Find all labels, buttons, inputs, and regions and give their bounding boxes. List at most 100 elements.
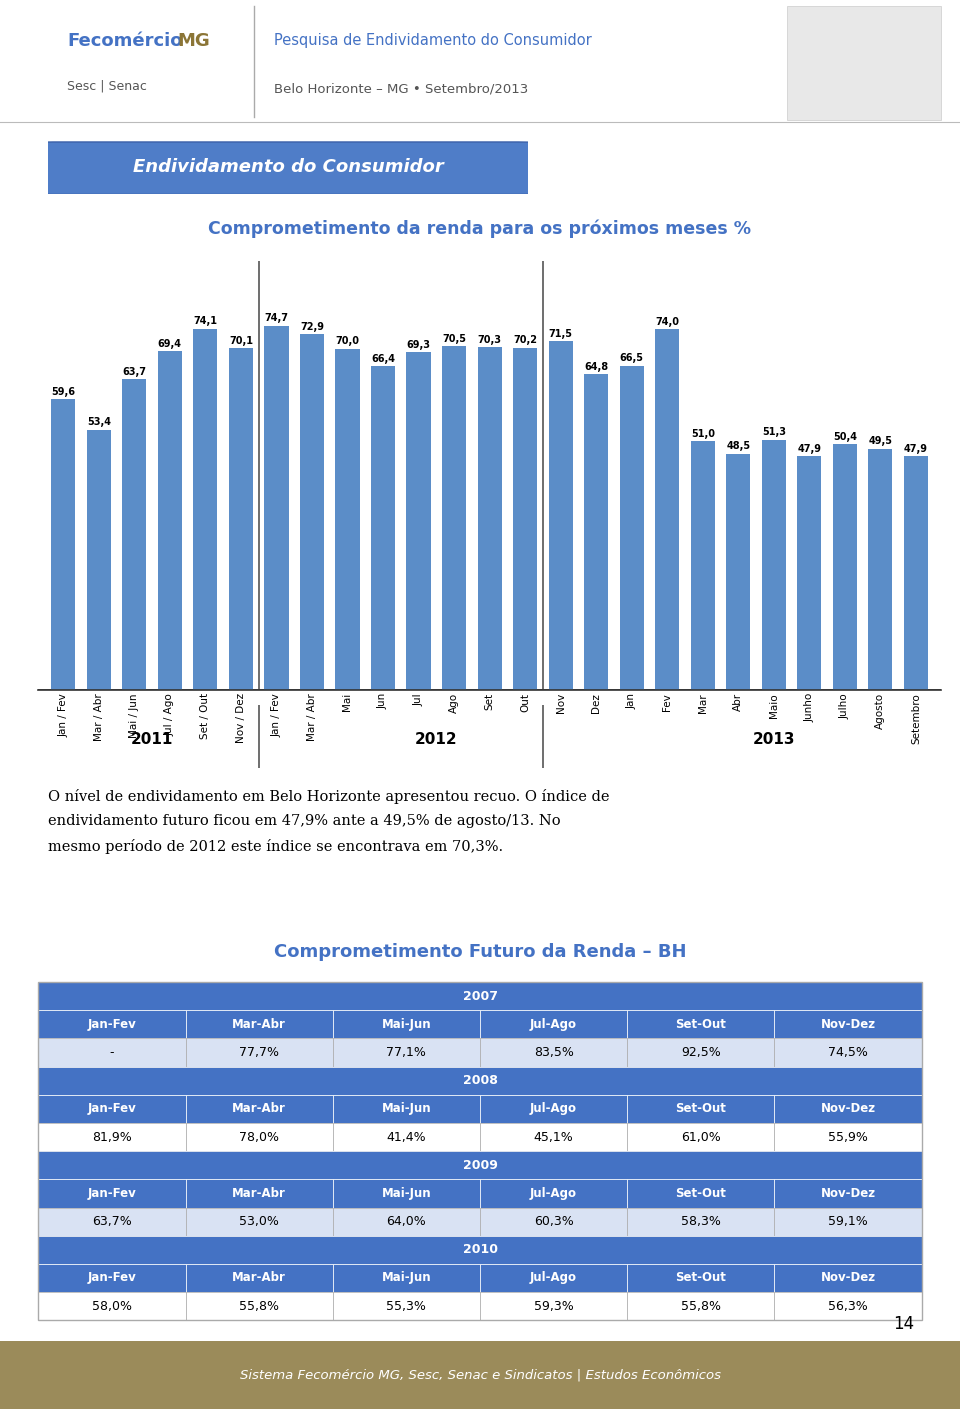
Text: 70,3: 70,3 <box>478 335 501 345</box>
Text: Comprometimento da renda para os próximos meses %: Comprometimento da renda para os próximo… <box>208 218 752 238</box>
Bar <box>480 1038 627 1067</box>
Text: 55,9%: 55,9% <box>828 1130 868 1144</box>
Bar <box>584 373 609 690</box>
Text: 64,8: 64,8 <box>584 362 609 372</box>
Text: O nível de endividamento em Belo Horizonte apresentou recuo. O índice de
endivid: O nível de endividamento em Belo Horizon… <box>48 789 610 854</box>
Text: 61,0%: 61,0% <box>681 1130 721 1144</box>
Text: 55,3%: 55,3% <box>387 1299 426 1313</box>
Bar <box>627 1264 775 1292</box>
Bar <box>122 379 147 690</box>
Text: Jul-Ago: Jul-Ago <box>530 1102 577 1116</box>
Text: 69,3: 69,3 <box>406 340 430 349</box>
Text: 50,4: 50,4 <box>833 431 857 442</box>
Bar <box>406 352 431 690</box>
Text: 2011: 2011 <box>131 731 173 747</box>
Text: Nov-Dez: Nov-Dez <box>821 1102 876 1116</box>
Text: Jan-Fev: Jan-Fev <box>87 1271 136 1285</box>
Text: Jul-Ago: Jul-Ago <box>530 1017 577 1031</box>
Text: 74,0: 74,0 <box>656 317 680 327</box>
Text: Fecomércio: Fecomércio <box>67 31 182 49</box>
Bar <box>480 1208 627 1236</box>
Text: Sistema Fecomércio MG, Sesc, Senac e Sindicatos | Estudos Econômicos: Sistema Fecomércio MG, Sesc, Senac e Sin… <box>239 1368 721 1382</box>
Text: Endividamento do Consumidor: Endividamento do Consumidor <box>132 158 444 176</box>
Text: 47,9: 47,9 <box>904 444 928 454</box>
Bar <box>371 366 396 690</box>
Text: 60,3%: 60,3% <box>534 1215 573 1229</box>
Bar <box>480 1095 627 1123</box>
Bar <box>333 1264 480 1292</box>
Bar <box>335 348 360 690</box>
Bar <box>193 328 218 690</box>
Bar <box>832 444 857 690</box>
Bar <box>333 1208 480 1236</box>
Text: 74,5%: 74,5% <box>828 1045 868 1060</box>
Text: 78,0%: 78,0% <box>239 1130 279 1144</box>
Text: Nov-Dez: Nov-Dez <box>821 1017 876 1031</box>
Bar <box>185 1208 333 1236</box>
Text: 55,8%: 55,8% <box>239 1299 279 1313</box>
Text: 70,5: 70,5 <box>442 334 466 344</box>
Text: 83,5%: 83,5% <box>534 1045 573 1060</box>
Text: 58,0%: 58,0% <box>92 1299 132 1313</box>
Bar <box>185 1123 333 1151</box>
Bar <box>787 6 941 120</box>
Bar <box>333 1038 480 1067</box>
Text: 63,7%: 63,7% <box>92 1215 132 1229</box>
Bar <box>775 1179 922 1208</box>
Bar <box>904 457 928 690</box>
Bar <box>775 1292 922 1320</box>
Bar <box>655 330 680 690</box>
Text: Mar-Abr: Mar-Abr <box>232 1271 286 1285</box>
Bar <box>619 366 644 690</box>
FancyBboxPatch shape <box>29 142 542 194</box>
Bar <box>333 1179 480 1208</box>
Bar <box>775 1095 922 1123</box>
Bar <box>726 454 751 690</box>
Bar <box>627 1010 775 1038</box>
Bar <box>38 1067 922 1095</box>
Text: 72,9: 72,9 <box>300 323 324 333</box>
Text: 2009: 2009 <box>463 1158 497 1172</box>
Text: 53,0%: 53,0% <box>239 1215 279 1229</box>
Text: 53,4: 53,4 <box>86 417 110 427</box>
Text: Nov-Dez: Nov-Dez <box>821 1271 876 1285</box>
Bar <box>775 1010 922 1038</box>
Text: Set-Out: Set-Out <box>676 1017 726 1031</box>
Text: 69,4: 69,4 <box>157 340 181 349</box>
Bar <box>797 457 822 690</box>
Bar <box>627 1208 775 1236</box>
Bar <box>627 1095 775 1123</box>
Bar <box>157 351 182 690</box>
Text: 49,5: 49,5 <box>869 437 893 447</box>
Text: Belo Horizonte – MG • Setembro/2013: Belo Horizonte – MG • Setembro/2013 <box>274 82 528 96</box>
Text: 59,3%: 59,3% <box>534 1299 573 1313</box>
Text: 70,2: 70,2 <box>514 335 538 345</box>
Text: 77,7%: 77,7% <box>239 1045 279 1060</box>
Bar <box>548 341 573 690</box>
Bar <box>477 347 502 690</box>
Text: Mai-Jun: Mai-Jun <box>381 1186 431 1200</box>
Text: Jan-Fev: Jan-Fev <box>87 1186 136 1200</box>
Bar <box>38 1038 185 1067</box>
Bar <box>775 1264 922 1292</box>
Bar <box>775 1038 922 1067</box>
Text: Set-Out: Set-Out <box>676 1186 726 1200</box>
Text: Comprometimento Futuro da Renda – BH: Comprometimento Futuro da Renda – BH <box>274 944 686 961</box>
Text: 70,1: 70,1 <box>228 335 252 345</box>
Bar <box>264 325 289 690</box>
Bar <box>228 348 253 690</box>
Text: 2007: 2007 <box>463 989 497 1003</box>
Text: Mar-Abr: Mar-Abr <box>232 1017 286 1031</box>
Bar <box>442 347 467 690</box>
Text: -: - <box>109 1045 114 1060</box>
Bar <box>333 1123 480 1151</box>
Bar <box>627 1292 775 1320</box>
Bar <box>38 1208 185 1236</box>
Text: 2013: 2013 <box>753 731 795 747</box>
Bar <box>775 1208 922 1236</box>
Text: 14: 14 <box>893 1316 914 1333</box>
Text: 58,3%: 58,3% <box>681 1215 721 1229</box>
Text: Pesquisa de Endividamento do Consumidor: Pesquisa de Endividamento do Consumidor <box>274 32 591 48</box>
Bar <box>480 1264 627 1292</box>
Text: 45,1%: 45,1% <box>534 1130 573 1144</box>
